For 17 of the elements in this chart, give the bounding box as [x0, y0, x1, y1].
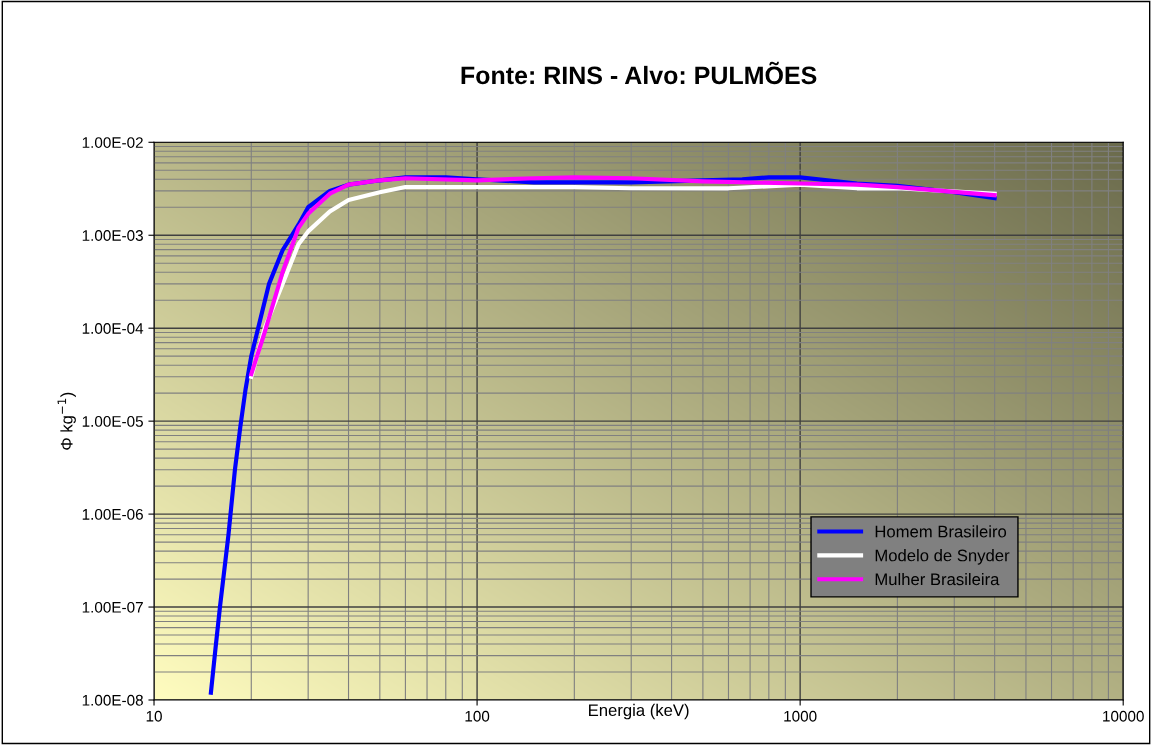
y-tick-label: 1.00E-05	[82, 416, 143, 427]
legend-label: Homem Brasileiro	[875, 525, 1007, 538]
x-tick-label: 100	[465, 710, 490, 722]
y-tick-label: 1.00E-03	[82, 230, 143, 241]
y-tick-label: 1.00E-07	[82, 601, 143, 613]
x-axis-title: Energia (keV)	[589, 703, 689, 720]
y-tick-label: 1.00E-04	[82, 323, 144, 334]
x-tick-label: 10000	[1103, 710, 1144, 722]
y-axis-title: Φ kg$^{−1}$)	[57, 392, 76, 450]
legend-label: Modelo de Snyder	[875, 549, 1010, 565]
legend-label: Mulher Brasileira	[875, 572, 1000, 586]
y-tick-label: 1.00E-06	[82, 508, 143, 520]
x-tick-label: 1000	[784, 710, 817, 722]
y-tick-label: 1.00E-02	[82, 137, 143, 148]
chart-title: Fonte: RINS - Alvo: PULMÕES	[461, 61, 817, 85]
x-tick-label: 10	[146, 710, 162, 722]
y-tick-label: 1.00E-08	[82, 694, 143, 706]
